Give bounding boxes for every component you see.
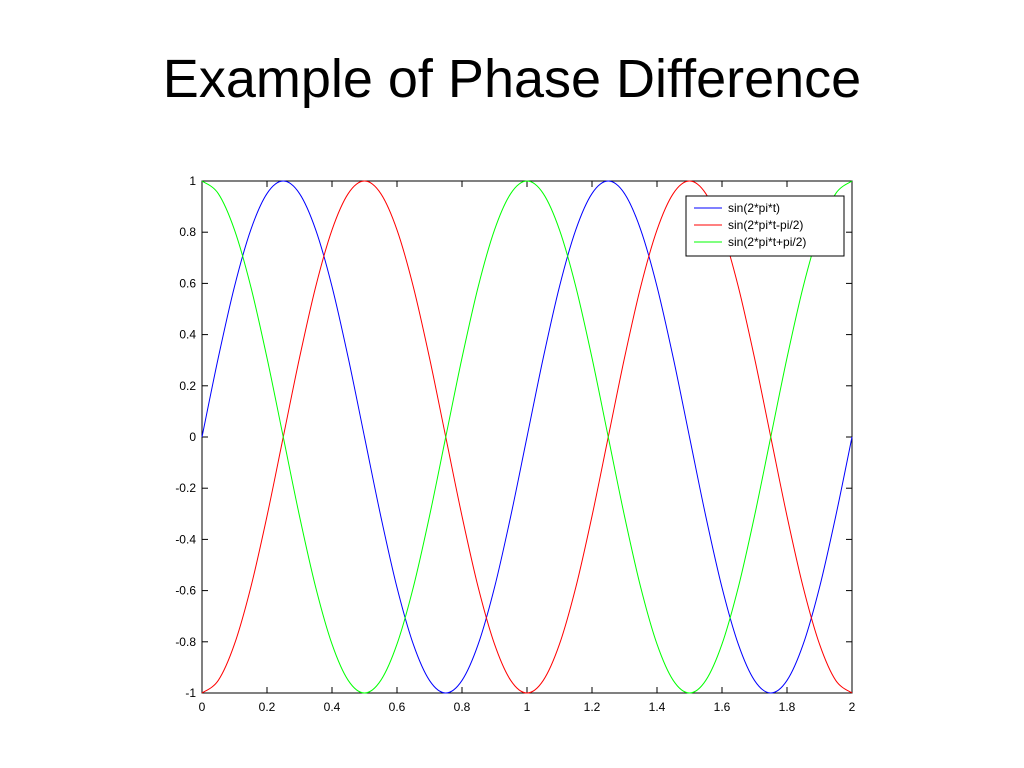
y-tick-label: -0.6 bbox=[175, 584, 196, 598]
y-tick-label: -0.4 bbox=[175, 532, 196, 546]
y-tick-label: -0.8 bbox=[175, 635, 196, 649]
series-line-3 bbox=[201, 180, 853, 694]
legend-label: sin(2*pi*t-pi/2) bbox=[728, 218, 803, 232]
x-tick-label: 0.6 bbox=[389, 700, 406, 714]
x-tick-label: 1.4 bbox=[649, 700, 666, 714]
y-tick-label: 0.2 bbox=[179, 379, 196, 393]
y-tick-label: 0.6 bbox=[179, 276, 196, 290]
x-tick-label: 0.4 bbox=[324, 700, 341, 714]
x-tick-label: 1 bbox=[524, 700, 531, 714]
y-tick-label: -0.2 bbox=[175, 481, 196, 495]
y-tick-label: 0.8 bbox=[179, 225, 196, 239]
x-tick-label: 0.8 bbox=[454, 700, 471, 714]
x-tick-label: 1.8 bbox=[779, 700, 796, 714]
y-axis: -1 -0.8 -0.6 -0.4 -0.2 0 0.2 0.4 0.6 0.8 1 bbox=[175, 174, 852, 700]
y-tick-label: 1 bbox=[189, 174, 196, 188]
series-line-2 bbox=[201, 180, 853, 694]
legend: sin(2*pi*t) sin(2*pi*t-pi/2) sin(2*pi*t+pi… bbox=[685, 195, 845, 257]
slide-title: Example of Phase Difference bbox=[162, 49, 862, 109]
plot-area bbox=[201, 180, 853, 694]
y-tick-label: 0 bbox=[189, 430, 196, 444]
series-line-1 bbox=[201, 180, 853, 694]
x-tick-label: 1.6 bbox=[714, 700, 731, 714]
x-tick-label: 0 bbox=[199, 700, 206, 714]
legend-label: sin(2*pi*t) bbox=[728, 201, 780, 215]
legend-label: sin(2*pi*t+pi/2) bbox=[728, 235, 806, 249]
y-tick-label: -1 bbox=[185, 686, 196, 700]
x-axis: 0 0.2 0.4 0.6 0.8 1 1.2 1.4 1.6 1.8 2 bbox=[199, 181, 856, 714]
legend-box bbox=[685, 195, 845, 257]
x-tick-label: 2 bbox=[849, 700, 856, 714]
x-tick-label: 0.2 bbox=[259, 700, 276, 714]
y-tick-label: 0.4 bbox=[179, 328, 196, 342]
x-tick-label: 1.2 bbox=[584, 700, 601, 714]
